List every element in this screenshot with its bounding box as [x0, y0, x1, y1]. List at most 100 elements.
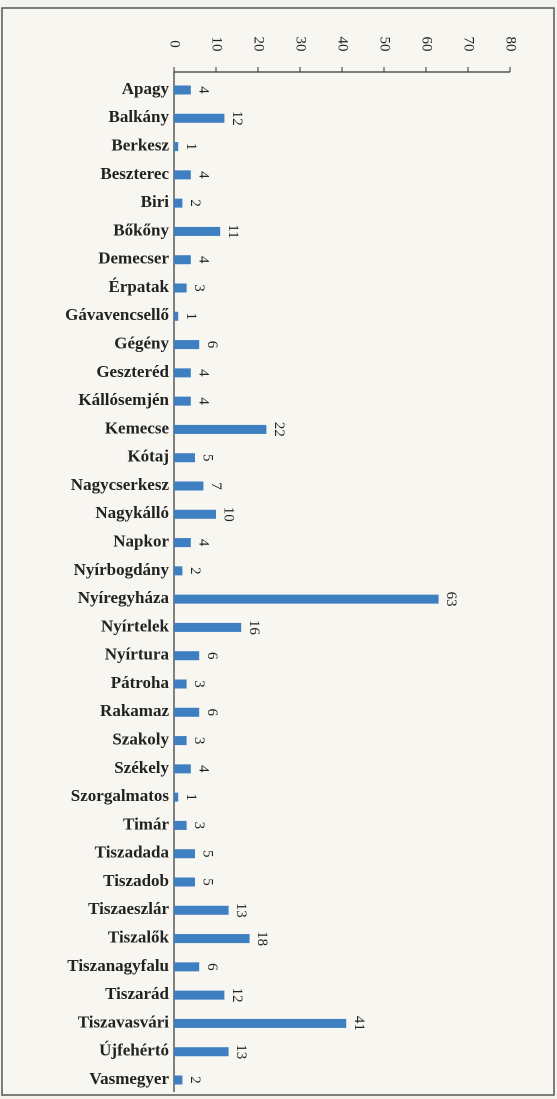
- data-label: 16: [246, 620, 262, 636]
- bar: [174, 311, 179, 321]
- y-tick-label: Székely: [114, 758, 169, 777]
- bar: [174, 453, 195, 463]
- bar: [174, 736, 187, 746]
- data-label: 13: [233, 903, 249, 918]
- bar: [174, 283, 187, 293]
- y-tick-label: Újfehértó: [99, 1041, 169, 1060]
- bar: [174, 1047, 229, 1057]
- data-label: 3: [191, 822, 207, 830]
- data-label: 3: [191, 737, 207, 745]
- data-label: 1: [183, 143, 199, 151]
- data-label: 41: [351, 1016, 367, 1031]
- y-tick-label: Rakamaz: [100, 701, 169, 720]
- y-tick-label: Érpatak: [109, 277, 170, 296]
- data-label: 7: [208, 482, 224, 490]
- y-tick-label: Nagycserkesz: [71, 475, 170, 494]
- data-label: 22: [271, 422, 287, 437]
- y-tick-label: Biri: [141, 192, 170, 211]
- data-label: 1: [183, 313, 199, 321]
- bar: [174, 170, 191, 180]
- y-tick-label: Gávavencsellő: [65, 305, 169, 324]
- y-tick-label: Kemecse: [105, 418, 170, 437]
- y-tick-label: Szorgalmatos: [71, 786, 170, 805]
- y-tick-label: Bőkőny: [113, 220, 169, 239]
- y-tick-label: Vasmegyer: [89, 1069, 169, 1088]
- y-tick-label: Demecser: [98, 249, 169, 268]
- data-label: 4: [195, 171, 211, 179]
- bar: [174, 792, 179, 802]
- y-tick-label: Beszterec: [100, 164, 169, 183]
- chart-frame: [1, 7, 555, 1096]
- bar: [174, 424, 267, 434]
- bar: [174, 934, 250, 944]
- data-label: 5: [200, 878, 216, 886]
- data-label: 10: [221, 507, 237, 522]
- y-tick-label: Tiszavasvári: [78, 1012, 170, 1031]
- y-tick-label: Nyírbogdány: [74, 560, 170, 579]
- y-tick-label: Nagykálló: [95, 503, 169, 522]
- data-label: 2: [187, 1076, 203, 1084]
- data-label: 4: [195, 539, 211, 547]
- data-label: 6: [204, 709, 220, 717]
- y-tick-label: Tiszalők: [108, 927, 170, 946]
- data-label: 4: [195, 256, 211, 264]
- data-label: 4: [195, 765, 211, 773]
- bar: [174, 198, 183, 208]
- bar: [174, 538, 191, 548]
- bar: [174, 905, 229, 915]
- data-label: 63: [443, 592, 459, 607]
- bar: [174, 340, 200, 350]
- bar: [174, 622, 242, 632]
- bar: [174, 1018, 347, 1028]
- y-tick-label: Tiszarád: [105, 984, 169, 1003]
- x-tick-label: 60: [419, 37, 435, 52]
- x-tick-label: 0: [167, 40, 183, 48]
- data-label: 1: [183, 793, 199, 801]
- bar: [174, 877, 195, 887]
- bar: [174, 85, 191, 95]
- data-label: 5: [200, 850, 216, 858]
- data-label: 11: [225, 224, 241, 238]
- x-tick-label: 40: [335, 37, 351, 52]
- y-tick-label: Tiszadada: [95, 843, 170, 862]
- x-tick-label: 70: [461, 37, 477, 52]
- y-tick-label: Nyíregyháza: [78, 588, 170, 607]
- data-label: 18: [254, 931, 270, 946]
- data-label: 4: [195, 86, 211, 94]
- data-label: 3: [191, 284, 207, 292]
- y-tick-label: Apagy: [122, 79, 170, 98]
- data-label: 6: [204, 341, 220, 349]
- bar: [174, 707, 200, 717]
- data-label: 4: [195, 369, 211, 377]
- y-tick-label: Gégény: [114, 333, 169, 352]
- x-tick-label: 20: [251, 37, 267, 52]
- data-label: 12: [229, 988, 245, 1003]
- y-tick-label: Balkány: [109, 107, 170, 126]
- data-label: 2: [187, 567, 203, 575]
- bar: [174, 820, 187, 830]
- y-tick-label: Napkor: [113, 531, 169, 550]
- y-tick-label: Timár: [123, 814, 169, 833]
- y-tick-label: Tiszanagyfalu: [67, 956, 169, 975]
- bar: [174, 1075, 183, 1085]
- bar: [174, 566, 183, 576]
- y-tick-label: Geszteréd: [96, 362, 169, 381]
- bar: [174, 990, 225, 1000]
- data-label: 4: [195, 397, 211, 405]
- data-label: 6: [204, 652, 220, 660]
- bar: [174, 764, 191, 774]
- data-label: 13: [233, 1044, 249, 1059]
- data-label: 6: [204, 963, 220, 971]
- x-tick-label: 30: [293, 37, 309, 52]
- bar: [174, 255, 191, 265]
- y-tick-label: Berkesz: [111, 135, 169, 154]
- y-tick-label: Nyírtelek: [101, 616, 170, 635]
- bar: [174, 594, 439, 604]
- bar: [174, 509, 216, 519]
- bar: [174, 651, 200, 661]
- bar: [174, 113, 225, 123]
- bar: [174, 396, 191, 406]
- x-tick-label: 10: [209, 37, 225, 52]
- data-label: 3: [191, 680, 207, 688]
